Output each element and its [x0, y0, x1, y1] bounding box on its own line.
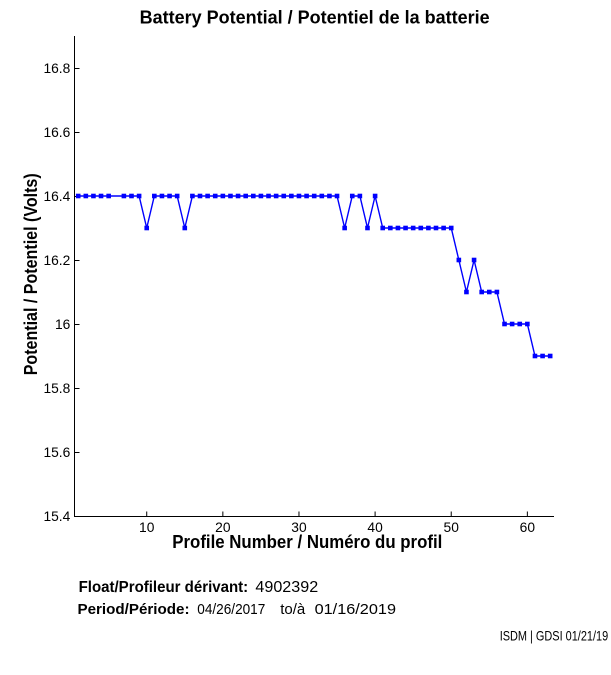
svg-text:Potential / Potentiel (Volts): Potential / Potentiel (Volts)	[21, 173, 41, 375]
svg-text:16: 16	[55, 317, 71, 332]
svg-text:15.6: 15.6	[43, 445, 70, 460]
svg-text:15.4: 15.4	[43, 509, 70, 524]
svg-text:40: 40	[367, 520, 383, 535]
svg-text:16.4: 16.4	[43, 189, 70, 204]
svg-text:20: 20	[215, 520, 231, 535]
svg-text:Battery Potential / Potentiel: Battery Potential / Potentiel de la batt…	[140, 8, 490, 28]
svg-text:16.8: 16.8	[43, 61, 70, 76]
svg-text:Profile Number / Numéro du pro: Profile Number / Numéro du profil	[172, 532, 442, 552]
svg-text:16.2: 16.2	[43, 253, 70, 268]
svg-text:10: 10	[139, 520, 155, 535]
svg-text:30: 30	[291, 520, 307, 535]
svg-text:Float/Profileur dérivant:49023: Float/Profileur dérivant: 4902392	[79, 579, 319, 596]
svg-text:15.8: 15.8	[43, 381, 70, 396]
svg-text:16.6: 16.6	[43, 125, 70, 140]
svg-text:ISDM | GDSI 01/21/19: ISDM | GDSI 01/21/19	[500, 629, 609, 644]
svg-text:60: 60	[520, 520, 536, 535]
svg-text:50: 50	[444, 520, 460, 535]
